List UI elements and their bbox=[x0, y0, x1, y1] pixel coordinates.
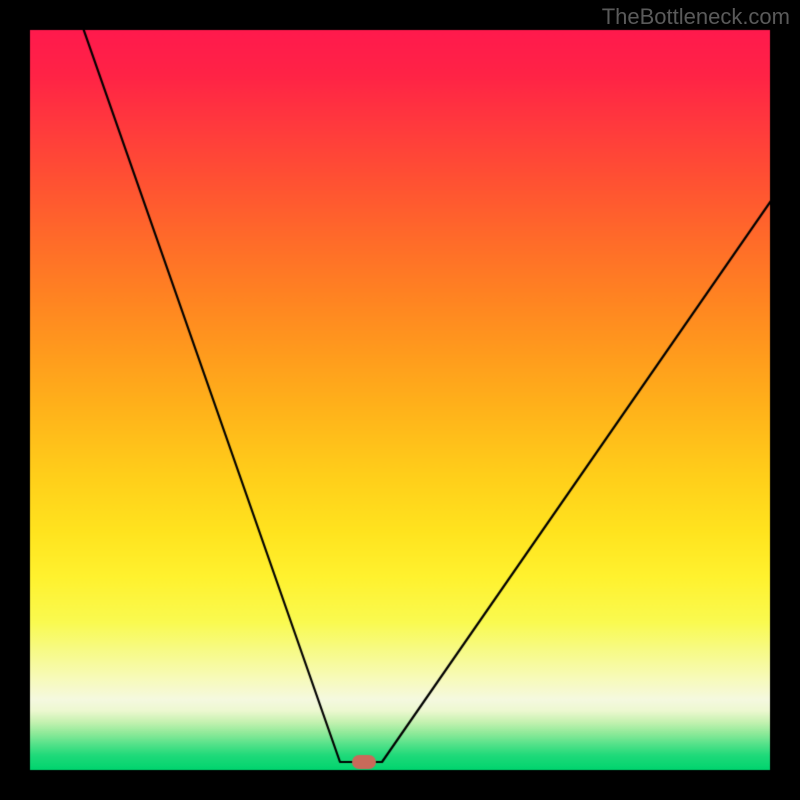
bottleneck-chart bbox=[0, 0, 800, 800]
watermark-text: TheBottleneck.com bbox=[602, 4, 790, 30]
